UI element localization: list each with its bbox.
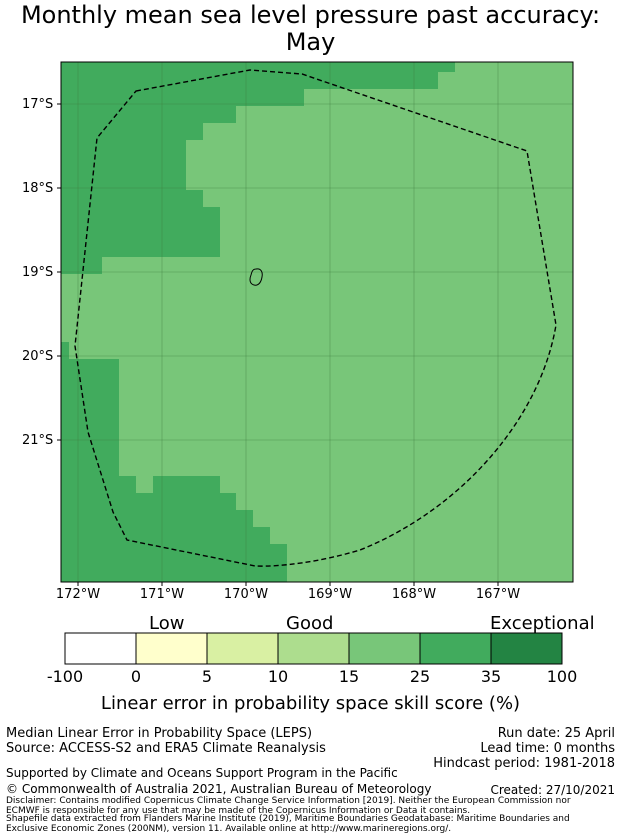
colorbar-bin-1 bbox=[64, 632, 137, 665]
chart-title-line1: Monthly mean sea level pressure past acc… bbox=[20, 1, 601, 29]
info-method: Median Linear Error in Probability Space… bbox=[6, 726, 313, 741]
colorbar-tick-label: 15 bbox=[338, 667, 360, 686]
lon-label-172w: 172°W bbox=[55, 587, 101, 602]
info-created: Created: 27/10/2021 bbox=[490, 783, 615, 797]
category-label-good: Good bbox=[286, 613, 334, 634]
high-skill-region-southwest bbox=[61, 342, 287, 582]
colorbar-bin-6 bbox=[419, 632, 492, 665]
lat-label-19s: 19°S bbox=[22, 265, 54, 280]
disclaimer-line1: Disclaimer: Contains modified Copernicus… bbox=[6, 796, 571, 806]
info-copyright: © Commonwealth of Australia 2021, Austra… bbox=[6, 782, 432, 796]
lon-ticks bbox=[77, 582, 499, 586]
colorbar-title: Linear error in probability space skill … bbox=[100, 693, 521, 714]
disclaimer-line2: ECMWF is responsible for any use that ma… bbox=[6, 806, 471, 816]
colorbar-tick-label: 5 bbox=[201, 667, 213, 686]
colorbar-bin-5 bbox=[348, 632, 421, 665]
lat-label-21s: 21°S bbox=[22, 433, 54, 448]
category-label-low: Low bbox=[149, 613, 185, 634]
island-outline bbox=[249, 268, 263, 286]
lon-label-169w: 169°W bbox=[307, 587, 353, 602]
colorbar-bin-4 bbox=[277, 632, 350, 665]
colorbar-tick-label: 0 bbox=[130, 667, 142, 686]
map-gridlines bbox=[61, 62, 573, 582]
lon-label-170w: 170°W bbox=[223, 587, 269, 602]
colorbar-tick-label: 10 bbox=[267, 667, 289, 686]
info-run-date: Run date: 25 April bbox=[497, 726, 615, 741]
high-skill-region-north bbox=[61, 62, 455, 274]
colorbar bbox=[64, 632, 563, 665]
high-skill-regions bbox=[61, 62, 455, 582]
info-lead-time: Lead time: 0 months bbox=[480, 741, 615, 756]
shapefile-line2: Exclusive Economic Zones (200NM), versio… bbox=[6, 824, 452, 834]
colorbar-bin-2 bbox=[135, 632, 208, 665]
colorbar-tick-label: 25 bbox=[409, 667, 431, 686]
colorbar-tick-label: 100 bbox=[546, 667, 578, 686]
lat-label-18s: 18°S bbox=[22, 181, 54, 196]
shapefile-line1: Shapefile data extracted from Flanders M… bbox=[6, 814, 570, 824]
lon-label-171w: 171°W bbox=[139, 587, 185, 602]
map-frame bbox=[60, 61, 574, 583]
colorbar-tick-label: 35 bbox=[480, 667, 502, 686]
chart-title-line2: May bbox=[285, 28, 336, 56]
colorbar-bin-3 bbox=[206, 632, 279, 665]
category-label-exceptional: Exceptional bbox=[490, 613, 595, 634]
lon-label-167w: 167°W bbox=[475, 587, 521, 602]
info-hindcast-period: Hindcast period: 1981-2018 bbox=[433, 756, 615, 771]
colorbar-bin-7 bbox=[490, 632, 563, 665]
lat-label-20s: 20°S bbox=[22, 349, 54, 364]
info-source: Source: ACCESS-S2 and ERA5 Climate Reana… bbox=[6, 741, 326, 756]
lon-label-168w: 168°W bbox=[391, 587, 437, 602]
eez-boundary bbox=[74, 69, 557, 567]
colorbar-tick-label: -100 bbox=[46, 667, 84, 686]
info-support: Supported by Climate and Oceans Support … bbox=[6, 766, 398, 780]
lat-label-17s: 17°S bbox=[22, 97, 54, 112]
lat-ticks bbox=[57, 103, 61, 441]
